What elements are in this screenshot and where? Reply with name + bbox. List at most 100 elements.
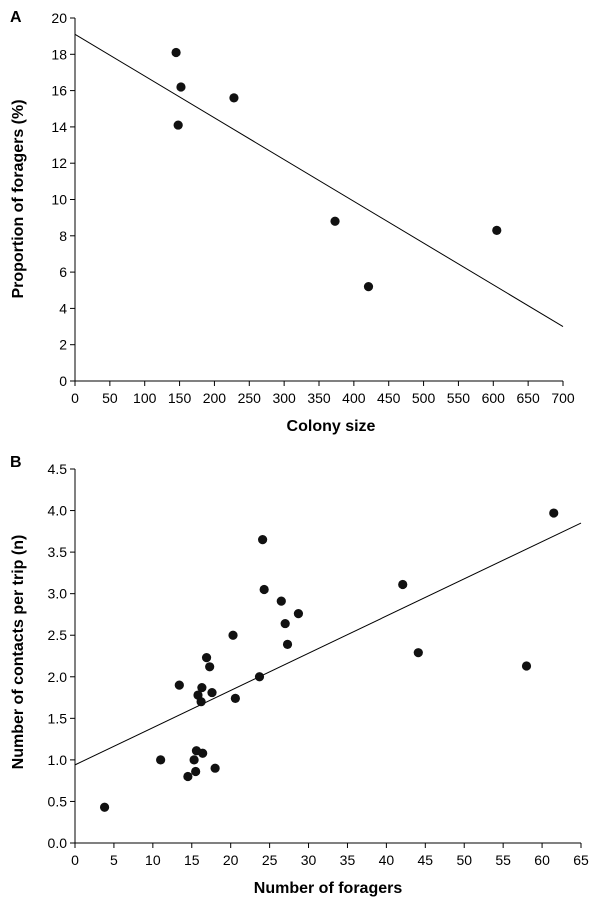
panel-b-x-tick-label: 10 [145, 852, 161, 868]
panel-b-y-axis-label: Number of contacts per trip (n) [10, 535, 27, 770]
panel-b-data-point [205, 662, 215, 672]
panel-b-chart: B 0 5 10 15 20 25 30 35 40 45 50 55 60 65 0.0 0.5 1.0 1.… [10, 454, 589, 897]
panel-b-y-tick-label: 0.0 [48, 835, 68, 851]
panel-a-x-tick-label: 0 [71, 390, 79, 406]
panel-b-data-point [282, 639, 293, 649]
panel-b-y-tick-label: 2.5 [48, 627, 68, 643]
panel-a-y-tick-label: 12 [51, 155, 67, 171]
panel-b-data-point [254, 672, 265, 682]
panel-b-points [99, 508, 559, 812]
panel-a-x-tick-label: 600 [482, 390, 506, 406]
panel-b-x-tick-label: 25 [262, 852, 278, 868]
panel-b-data-point [276, 596, 286, 606]
panel-b-x-tick-label: 55 [495, 852, 511, 868]
panel-b-x-tick-label: 35 [340, 852, 356, 868]
panel-b-x-tick-label: 0 [71, 852, 79, 868]
panel-b-data-point [521, 661, 532, 671]
panel-b-x-tick-label: 45 [418, 852, 434, 868]
panel-a-y-tick-label: 6 [59, 264, 67, 280]
panel-b-data-point [413, 648, 423, 658]
panel-a-x-tick-label: 100 [133, 390, 157, 406]
panel-b-data-point [99, 802, 110, 812]
panel-a-axes [74, 18, 563, 382]
panel-b-y-tick-label: 3.5 [48, 544, 68, 560]
panel-a-data-point [229, 93, 239, 103]
panel-a-y-tick-label: 4 [59, 300, 67, 316]
panel-b-y-tick-label: 1.5 [48, 710, 68, 726]
panel-a-y-tick-label: 14 [51, 119, 67, 135]
panel-a-x-tick-label: 550 [447, 390, 471, 406]
panel-a-y-tick-label: 8 [59, 228, 67, 244]
panel-b-regression-line [74, 522, 582, 766]
panel-b-data-point [259, 584, 269, 595]
panel-b-x-tick-label: 15 [184, 852, 200, 868]
panel-a-data-point [173, 120, 183, 130]
panel-a-y-tick-label: 18 [51, 46, 67, 62]
panel-b-data-point [258, 535, 268, 545]
panel-b-data-point [197, 682, 207, 693]
panel-a-x-tick-label: 250 [238, 390, 262, 406]
panel-a-y-ticks: 0 2 4 6 8 10 12 14 16 18 20 [51, 10, 75, 389]
panel-b-y-tick-label: 2.0 [48, 669, 68, 685]
panel-b-data-point [210, 763, 220, 773]
panel-b-data-point [201, 653, 212, 663]
panel-b-data-point [207, 687, 217, 698]
panel-a-y-tick-label: 10 [51, 192, 67, 208]
panel-a-data-point [176, 82, 186, 92]
panel-b-y-tick-label: 3.0 [48, 586, 68, 602]
panel-b-y-ticks: 0.0 0.5 1.0 1.5 2.0 2.5 3.0 3.5 4.0 4.5 [48, 461, 75, 851]
panel-a-x-tick-label: 350 [307, 390, 331, 406]
panel-a-data-point [492, 225, 502, 235]
panel-b-axes [74, 469, 581, 844]
panel-b-data-point [549, 508, 559, 518]
panel-b-x-tick-label: 20 [223, 852, 239, 868]
panel-a-x-tick-label: 200 [203, 390, 227, 406]
panel-b-y-tick-label: 0.5 [48, 793, 68, 809]
panel-a-fit-line [74, 33, 564, 327]
panel-a-chart: A 0 50 100 150 200 250 300 350 400 450 500 550 600 65… [10, 9, 575, 435]
panel-b-data-point [398, 579, 408, 590]
panel-b-x-ticks: 0 5 10 15 20 25 30 35 40 45 50 55 60 65 [71, 843, 589, 868]
panel-b-y-tick-label: 4.5 [48, 461, 68, 477]
panel-b-y-tick-label: 4.0 [48, 503, 68, 519]
panel-a-regression-line [74, 33, 564, 327]
panel-a-y-tick-label: 0 [59, 373, 67, 389]
panel-b-data-point [183, 771, 193, 782]
panel-a-x-tick-label: 650 [516, 390, 540, 406]
panel-a-x-tick-label: 700 [551, 390, 575, 406]
panel-b-x-axis-label: Number of foragers [254, 880, 403, 897]
panel-a-y-tick-label: 16 [51, 83, 67, 99]
panel-b-data-point [174, 680, 184, 690]
panel-a-points [171, 47, 502, 292]
panel-b-x-tick-label: 65 [573, 852, 589, 868]
panel-a-y-axis-label: Proportion of foragers (%) [10, 99, 27, 298]
panel-a-x-axis-label: Colony size [287, 418, 376, 435]
panel-b-label: B [10, 454, 22, 471]
panel-b-data-point [198, 748, 208, 758]
panel-a-x-tick-label: 500 [412, 390, 436, 406]
panel-b-data-point [228, 630, 238, 640]
panel-a-label: A [10, 9, 22, 26]
panel-b-x-tick-label: 5 [110, 852, 118, 868]
panel-a-data-point [363, 282, 374, 292]
panel-b-data-point [196, 697, 206, 707]
panel-a-x-ticks: 0 50 100 150 200 250 300 350 400 450 500 550 600 650 7… [71, 381, 575, 406]
panel-b-data-point [189, 755, 199, 765]
panel-a-data-point [171, 47, 181, 58]
panel-a-y-tick-label: 2 [59, 337, 67, 353]
panel-b-x-tick-label: 40 [379, 852, 395, 868]
panel-b-data-point [230, 693, 240, 703]
panel-a-x-tick-label: 50 [102, 390, 118, 406]
panel-b-x-tick-label: 50 [456, 852, 472, 868]
panel-b-data-point [280, 618, 290, 629]
panel-b-x-tick-label: 60 [534, 852, 550, 868]
panel-a-data-point [330, 216, 340, 226]
panel-b-data-point [293, 609, 304, 619]
panel-a-x-tick-label: 450 [377, 390, 401, 406]
panel-b-data-point [191, 766, 201, 777]
panel-b-y-tick-label: 1.0 [48, 752, 68, 768]
panel-b-fit-line [74, 522, 582, 766]
panel-b-data-point [156, 755, 166, 765]
panel-a-x-tick-label: 400 [342, 390, 366, 406]
